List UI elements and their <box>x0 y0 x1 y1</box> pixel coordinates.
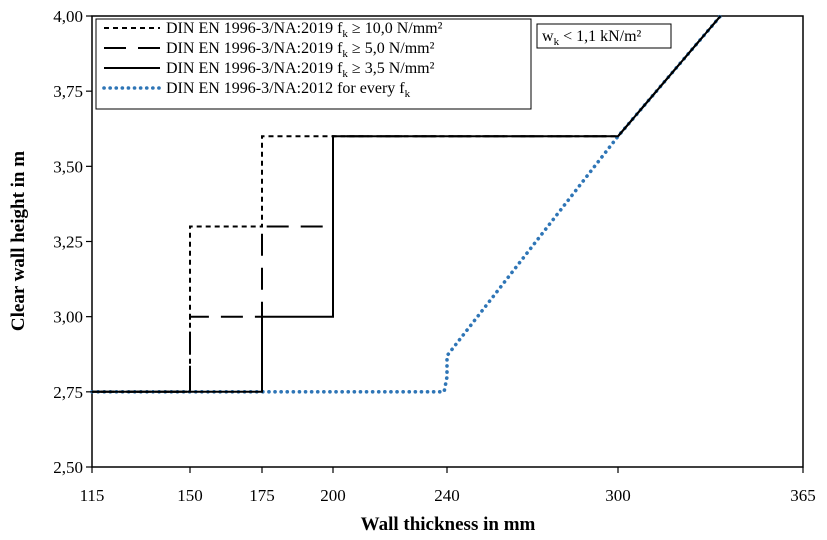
series-layer <box>90 14 723 394</box>
y-tick-label: 2,75 <box>53 383 83 402</box>
annotation: wk < 1,1 kN/m² <box>536 23 672 49</box>
legend-label-4: DIN EN 1996-3/NA:2012 for every fk <box>166 80 411 100</box>
annotation-box <box>536 23 672 49</box>
y-tick-label: 2,50 <box>53 458 83 477</box>
x-tick-label: 300 <box>605 486 631 505</box>
series-line-1 <box>92 15 722 393</box>
y-tick-label: 3,50 <box>53 157 83 176</box>
x-tick-label: 150 <box>177 486 203 505</box>
x-tick-label: 200 <box>320 486 346 505</box>
legend-label-3: DIN EN 1996-3/NA:2019 fk ≥ 3,5 N/mm² <box>166 60 435 80</box>
x-tick-label: 115 <box>80 486 105 505</box>
y-axis-title: Clear wall height in m <box>8 151 29 331</box>
x-tick-label: 175 <box>249 486 275 505</box>
annotation-text: wk < 1,1 kN/m² <box>542 28 642 48</box>
y-tick-label: 4,00 <box>53 7 83 26</box>
y-tick-label: 3,00 <box>53 308 83 327</box>
series-line-3 <box>92 15 722 393</box>
x-tick-label: 365 <box>790 486 816 505</box>
legend-label-1: DIN EN 1996-3/NA:2019 fk ≥ 10,0 N/mm² <box>166 20 443 40</box>
series-line-4 <box>90 14 723 394</box>
y-tick-label: 3,75 <box>53 82 83 101</box>
x-axis-title: Wall thickness in mm <box>361 514 536 535</box>
y-tick-label: 3,25 <box>53 233 83 252</box>
legend: DIN EN 1996-3/NA:2019 fk ≥ 10,0 N/mm²DIN… <box>95 18 532 110</box>
ticks-layer: 115 150 175 200 240 300 365 2,50 2,75 3,00 3,25 3,5… <box>53 7 816 505</box>
legend-box <box>95 18 532 110</box>
x-tick-label: 240 <box>434 486 460 505</box>
legend-label-2: DIN EN 1996-3/NA:2019 fk ≥ 5,0 N/mm² <box>166 40 435 60</box>
